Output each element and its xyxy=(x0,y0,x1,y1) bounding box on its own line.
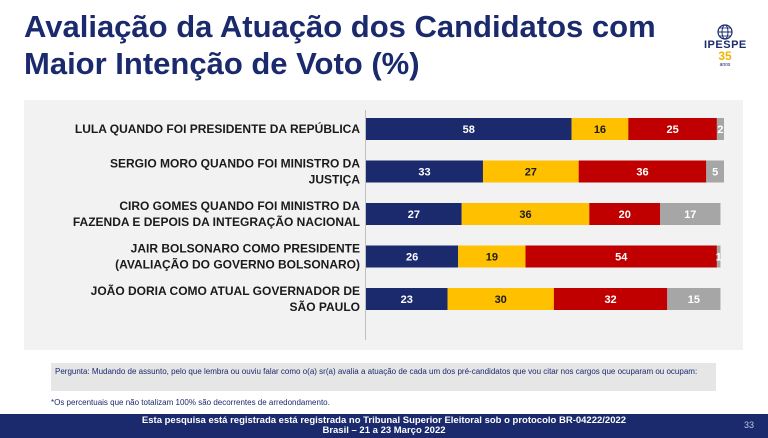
bar-segment xyxy=(366,245,459,268)
stacked-bar-chart: LULA QUANDO FOI PRESIDENTE DA REPÚBLICA 5… xyxy=(73,110,724,340)
data-label: 27 xyxy=(408,209,420,221)
bar-segment xyxy=(716,245,721,268)
footer-registration: Esta pesquisa está registrada está regis… xyxy=(141,415,627,426)
data-label: 36 xyxy=(636,167,648,179)
bar-segment xyxy=(482,160,579,183)
data-label: 16 xyxy=(594,124,606,136)
data-label: 19 xyxy=(486,252,498,264)
category-label-line: (AVALIAÇÃO DO GOVERNO BOLSONARO) xyxy=(115,257,360,272)
bar-segment xyxy=(553,288,668,310)
category-label: JOÃO DORIA COMO ATUAL GOVERNADOR DE SÃO P… xyxy=(91,283,360,314)
category-label-line: JUSTIÇA xyxy=(309,173,361,187)
logo-number: 35 xyxy=(718,49,732,63)
logo-name: IPESPE xyxy=(704,39,747,51)
bar-segment xyxy=(366,203,462,225)
rounding-note: *Os percentuais que não totalizam 100% s… xyxy=(51,398,330,407)
data-label: 2 xyxy=(717,124,723,136)
bar-segment xyxy=(578,160,707,183)
bar-segment xyxy=(571,118,629,140)
data-label: 15 xyxy=(688,294,700,306)
survey-question: Pergunta: Mudando de assunto, pelo que l… xyxy=(51,363,716,391)
category-label-line: SERGIO MORO QUANDO FOI MINISTRO DA xyxy=(110,157,360,171)
footer-bar: Esta pesquisa está registrada está regis… xyxy=(0,414,768,438)
category-label: JAIR BOLSONARO COMO PRESIDENTE (AVALIAÇÃO… xyxy=(115,242,360,272)
data-label: 32 xyxy=(604,294,616,306)
category-label-line: JAIR BOLSONARO COMO PRESIDENTE xyxy=(131,242,360,256)
bar-segment xyxy=(366,160,483,183)
page-title: Avaliação da Atuação dos Candidatos com … xyxy=(24,9,656,81)
bar-segment xyxy=(461,203,590,225)
bar-segment xyxy=(366,118,572,140)
data-label: 25 xyxy=(666,124,678,136)
data-label: 20 xyxy=(619,209,631,221)
data-label: 17 xyxy=(684,209,696,221)
data-label: 54 xyxy=(615,252,628,264)
bar-segment xyxy=(716,118,724,140)
data-label: 5 xyxy=(712,167,718,179)
data-label: 33 xyxy=(418,167,430,179)
bar-segment xyxy=(589,203,661,225)
page-number: 33 xyxy=(743,420,754,430)
category-label-line: JOÃO DORIA COMO ATUAL GOVERNADOR DE xyxy=(91,283,360,298)
category-label-line: LULA QUANDO FOI PRESIDENTE DA REPÚBLICA xyxy=(75,121,360,136)
ipespe-logo: IPESPE 35 anos xyxy=(704,24,746,76)
category-label-line: FAZENDA E DEPOIS DA INTEGRAÇÃO NACIONAL xyxy=(73,214,360,229)
data-label: 26 xyxy=(406,252,418,264)
bar-segment xyxy=(628,118,717,140)
bar-segment xyxy=(525,245,717,268)
data-label: 30 xyxy=(495,294,507,306)
globe-icon xyxy=(717,24,733,40)
data-label: 23 xyxy=(401,294,413,306)
bar-segment xyxy=(458,245,526,268)
bar-segment xyxy=(447,288,554,310)
bar-segment xyxy=(667,288,721,310)
footer-date: Brasil – 21 a 23 Março 2022 xyxy=(322,425,446,436)
data-label: 27 xyxy=(525,167,537,179)
data-label: 58 xyxy=(463,124,475,136)
category-label: SERGIO MORO QUANDO FOI MINISTRO DA JUSTIÇ… xyxy=(110,157,360,187)
bar-segment xyxy=(660,203,721,225)
category-label-line: SÃO PAULO xyxy=(290,299,360,314)
category-label: CIRO GOMES QUANDO FOI MINISTRO DA FAZENDA… xyxy=(73,199,360,229)
category-label: LULA QUANDO FOI PRESIDENTE DA REPÚBLICA xyxy=(75,121,360,136)
logo-sub: anos xyxy=(719,62,731,68)
bar-segment xyxy=(706,160,724,183)
data-label: 1 xyxy=(716,252,722,264)
category-label-line: CIRO GOMES QUANDO FOI MINISTRO DA xyxy=(119,199,360,213)
bar-segment xyxy=(366,288,448,310)
data-label: 36 xyxy=(519,209,531,221)
